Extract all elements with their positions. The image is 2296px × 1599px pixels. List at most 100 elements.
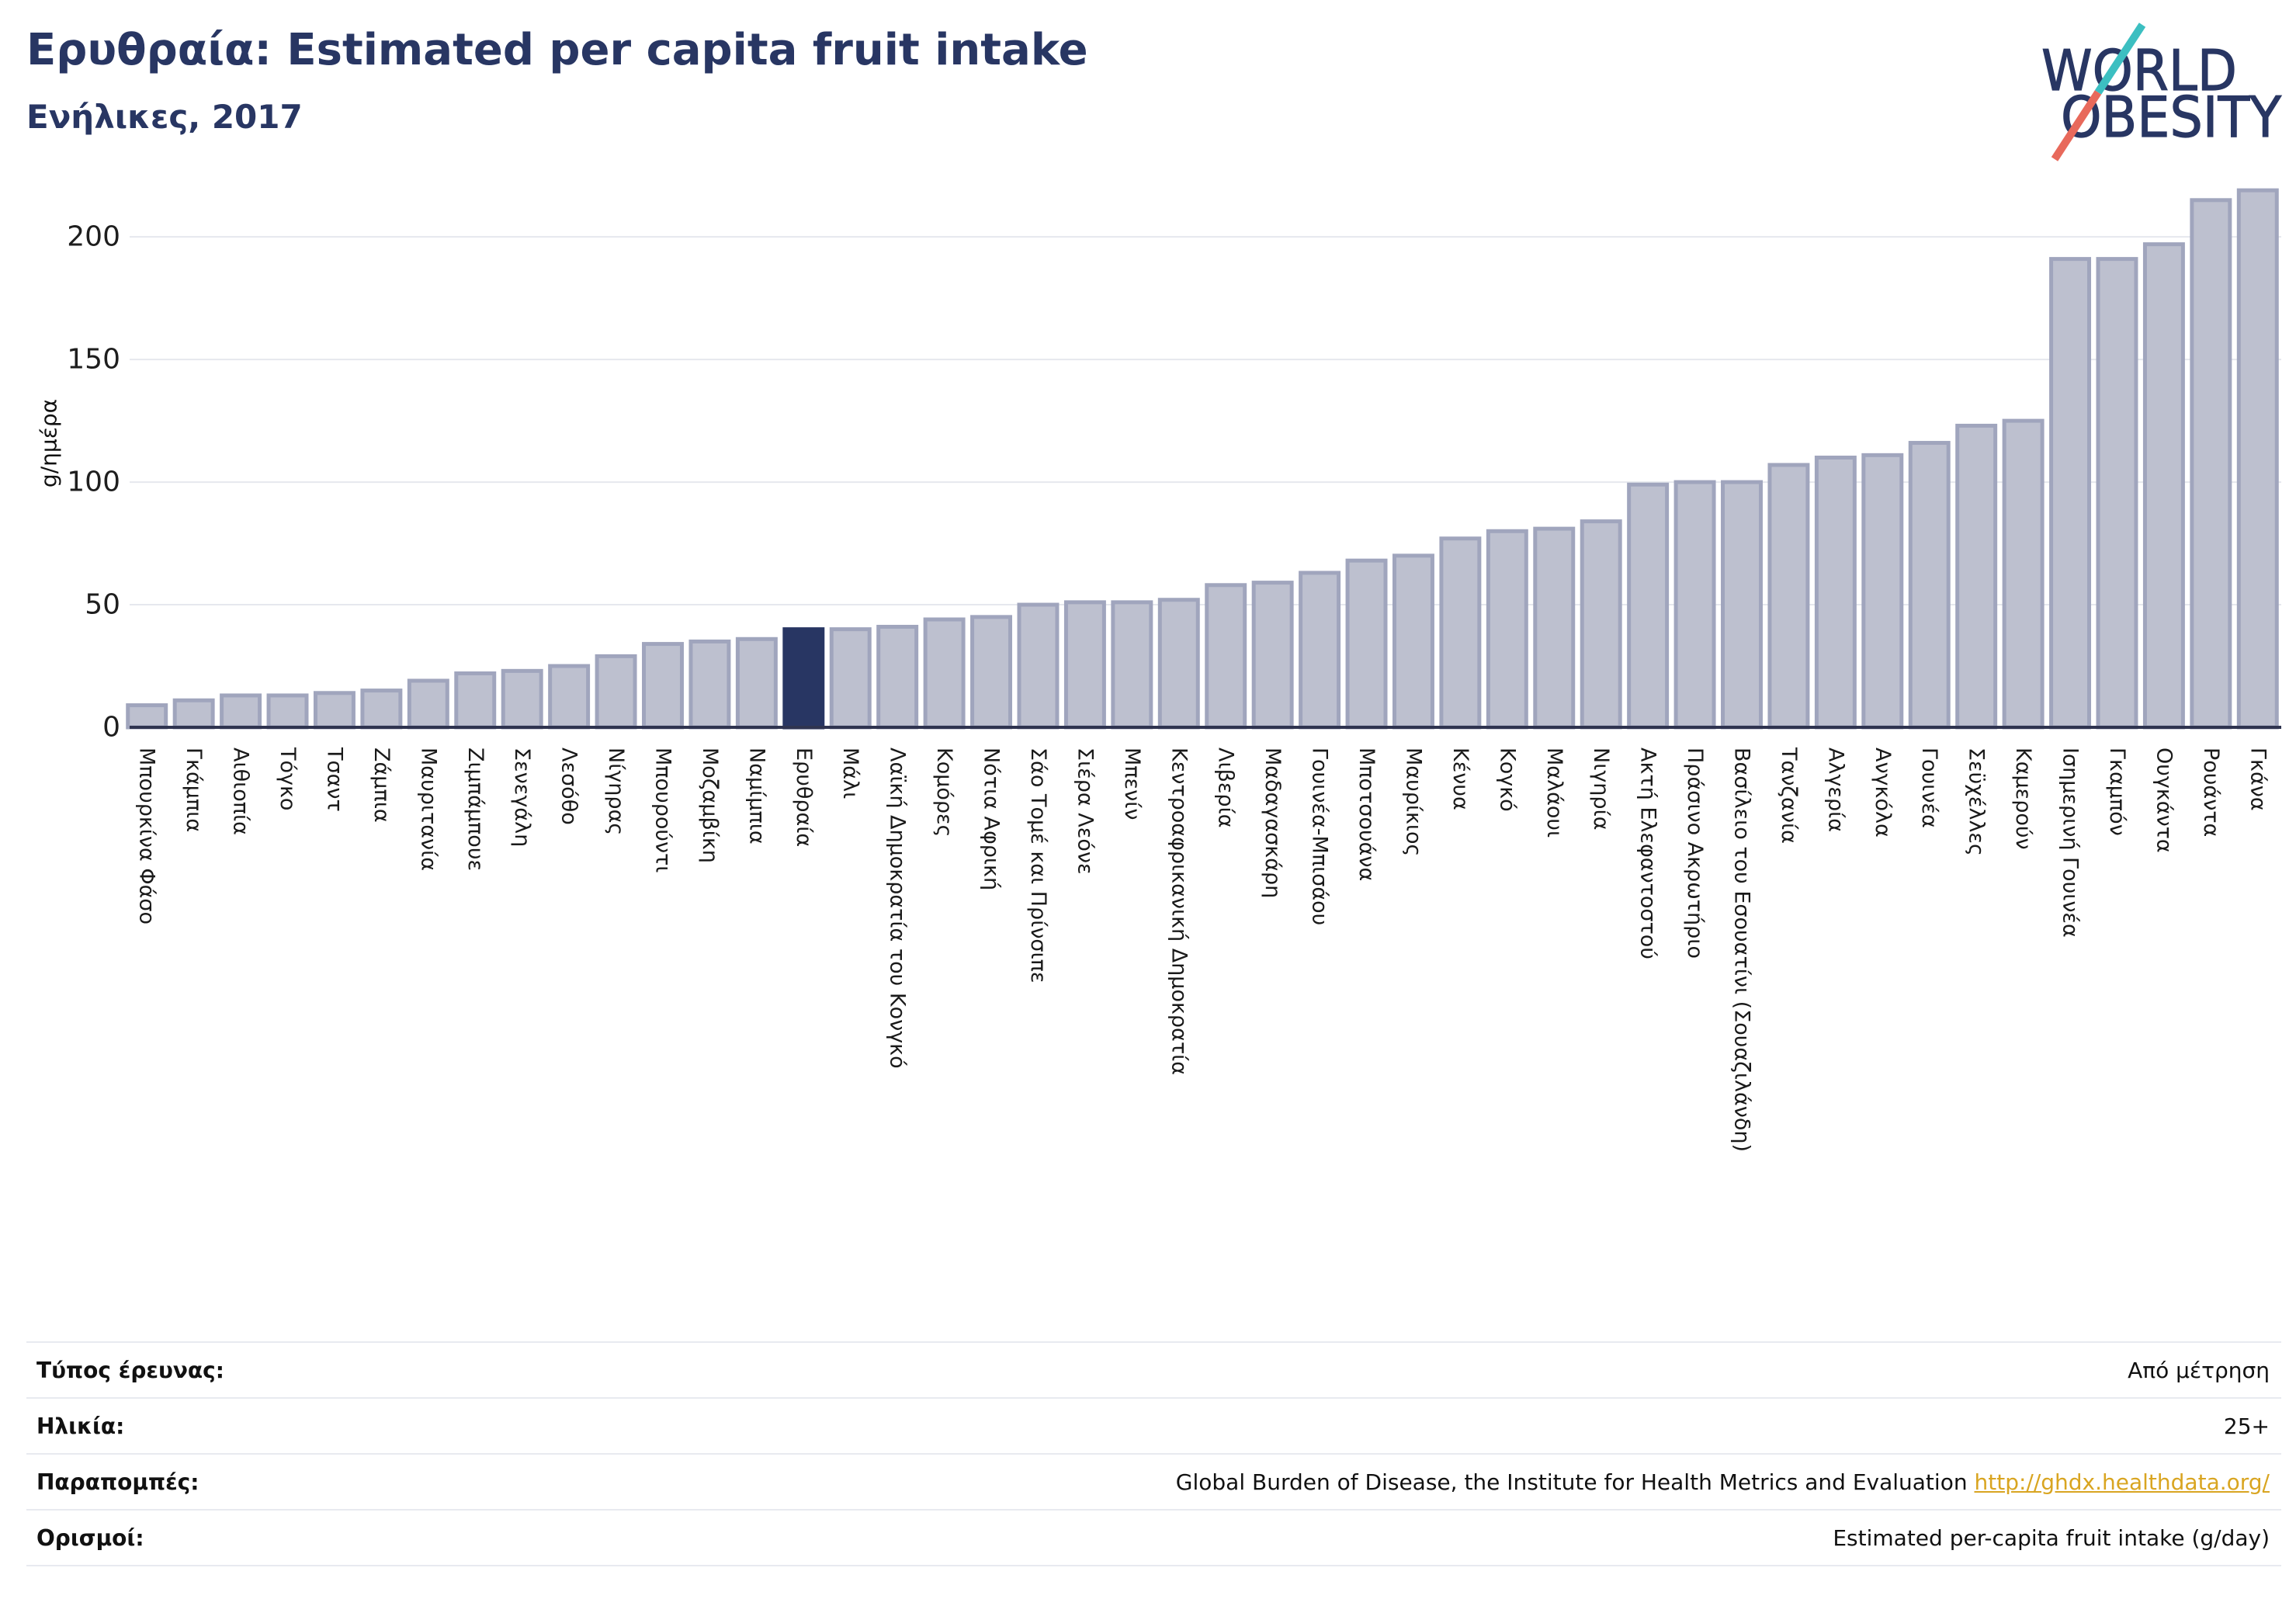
- bar-27: [1345, 558, 1388, 730]
- bar-42: [2049, 257, 2092, 730]
- survey-type-value: Από μέτρηση: [2128, 1357, 2270, 1383]
- bar-25: [1251, 581, 1294, 730]
- y-tick-label-150: 150: [67, 344, 120, 376]
- references-value: Global Burden of Disease, the Institute …: [1176, 1469, 2270, 1495]
- bar-20: [1017, 602, 1060, 730]
- x-tick-label-39: Γουινέα: [1917, 747, 1941, 828]
- x-tick-label-21: Σιέρα Λεόνε: [1073, 747, 1097, 875]
- age-value: 25+: [2223, 1413, 2270, 1439]
- x-tick-label-20: Σάο Τομέ και Πρίνσιπε: [1026, 747, 1050, 983]
- x-tick-label-15: Ερυθραία: [792, 747, 816, 847]
- bar-9: [501, 668, 543, 730]
- bar-35: [1721, 480, 1763, 730]
- x-tick-label-17: Λαϊκή Δημοκρατία του Κονγκό: [886, 747, 910, 1069]
- x-tick-label-35: Βασίλειο του Εσουατίνι (Σουαζιλάνδη): [1730, 747, 1754, 1152]
- bar-44: [2142, 242, 2185, 730]
- category-labels: Μπουρκίνα Φάσο Γκάμπια Αιθιοπία Τόγκο Τσαντ Ζ…: [135, 747, 2270, 1152]
- axes: 0 50 100 150 200 g/ημέρα: [36, 221, 2281, 744]
- x-tick-label-28: Μαυρίκιος: [1401, 747, 1425, 856]
- x-tick-label-19: Νότια Αφρική: [980, 747, 1004, 890]
- bar-10: [548, 664, 591, 730]
- logo-slash-coral: [2051, 90, 2102, 161]
- x-tick-label-5: Τσαντ: [322, 747, 346, 812]
- x-tick-label-3: Αιθιοπία: [229, 747, 253, 835]
- y-tick-label-200: 200: [67, 221, 120, 253]
- x-tick-label-40: Σεϋχέλλες: [1965, 747, 1989, 856]
- bar-28: [1392, 553, 1434, 730]
- x-tick-label-45: Ρουάντα: [2199, 747, 2223, 837]
- x-tick-label-31: Μαλάουι: [1542, 747, 1566, 838]
- bar-16: [829, 627, 872, 730]
- x-tick-label-22: Μπενίν: [1120, 747, 1144, 820]
- survey-type-label: Τύπος έρευνας:: [36, 1357, 224, 1383]
- x-tick-label-9: Σενεγάλη: [510, 747, 534, 847]
- x-tick-label-2: Γκάμπια: [182, 747, 206, 832]
- y-axis-label: g/ημέρα: [36, 399, 62, 487]
- info-row-definitions: Ορισμοί: Estimated per-capita fruit inta…: [26, 1511, 2281, 1566]
- x-tick-label-46: Γκάνα: [2246, 747, 2270, 811]
- x-tick-label-6: Ζάμπια: [369, 747, 394, 823]
- references-text: Global Burden of Disease, the Institute …: [1175, 1469, 1968, 1495]
- x-tick-label-4: Τόγκο: [276, 747, 300, 810]
- bar-chart: 0 50 100 150 200 g/ημέρα Μπουρκίνα Φάσο Γκάμπι…: [36, 188, 2281, 1152]
- bar-30: [1486, 529, 1528, 730]
- logo-slash-teal: [2094, 23, 2146, 95]
- bar-41: [2002, 418, 2045, 730]
- x-tick-label-27: Μποτσουάνα: [1354, 747, 1379, 881]
- logo-text-obesity: OBESITY: [2061, 85, 2282, 150]
- x-tick-label-34: Πράσινο Ακρωτήριο: [1683, 747, 1707, 959]
- bar-17: [876, 624, 919, 730]
- bar-32: [1580, 519, 1622, 730]
- references-link[interactable]: http://ghdx.healthdata.org/: [1974, 1469, 2270, 1495]
- x-tick-label-32: Νιγηρία: [1589, 747, 1613, 831]
- x-tick-label-14: Ναμίμπια: [744, 747, 768, 845]
- x-tick-label-38: Ανγκόλα: [1871, 747, 1895, 838]
- info-row-references: Παραπομπές: Global Burden of Disease, th…: [26, 1455, 2281, 1511]
- x-tick-label-10: Λεσόθο: [557, 747, 581, 825]
- bar-5: [313, 691, 355, 730]
- x-tick-label-8: Ζιμπάμπουε: [463, 747, 487, 871]
- bar-4: [266, 693, 309, 730]
- x-tick-label-7: Μαυριτανία: [416, 747, 440, 871]
- definitions-value: Estimated per-capita fruit intake (g/day…: [1833, 1524, 2270, 1551]
- bar-23: [1157, 598, 1200, 730]
- age-label: Ηλικία:: [36, 1413, 125, 1439]
- x-tick-label-44: Ουγκάντα: [2152, 747, 2176, 853]
- bar-14: [735, 636, 778, 730]
- references-label: Παραπομπές:: [36, 1469, 199, 1495]
- x-tick-label-26: Γουινέα-Μπισάου: [1308, 747, 1332, 925]
- bar-11: [595, 654, 637, 730]
- bar-1: [126, 703, 168, 730]
- x-tick-label-13: Μοζαμβίκη: [698, 747, 722, 863]
- bar-24: [1205, 583, 1247, 730]
- y-tick-label-100: 100: [67, 467, 120, 498]
- x-tick-label-25: Μαδαγασκάρη: [1261, 747, 1285, 898]
- bar-22: [1111, 600, 1153, 730]
- info-row-survey-type: Τύπος έρευνας: Από μέτρηση: [26, 1343, 2281, 1399]
- bar-31: [1533, 526, 1576, 730]
- world-obesity-logo: WORLD OBESITY: [2041, 23, 2283, 161]
- bar-37: [1814, 456, 1857, 730]
- bars: [126, 188, 2279, 730]
- page-subtitle: Ενήλικες, 2017: [26, 98, 303, 136]
- bar-3: [220, 693, 262, 730]
- x-tick-label-11: Νίγηρας: [604, 747, 628, 835]
- bar-39: [1908, 441, 1951, 730]
- x-tick-label-16: Μάλι: [838, 747, 862, 799]
- x-tick-label-37: Αλγερία: [1823, 747, 1847, 832]
- y-tick-label-50: 50: [85, 589, 120, 621]
- bar-6: [360, 689, 403, 730]
- x-tick-label-36: Τανζανία: [1777, 747, 1801, 844]
- info-row-age: Ηλικία: 25+: [26, 1399, 2281, 1455]
- bar-45: [2190, 198, 2232, 730]
- bar-19: [970, 615, 1013, 730]
- bar-46: [2236, 188, 2279, 730]
- x-tick-label-1: Μπουρκίνα Φάσο: [135, 747, 159, 924]
- bar-36: [1767, 463, 1810, 730]
- bar-18: [923, 617, 966, 730]
- bar-21: [1063, 600, 1106, 730]
- bar-13: [688, 639, 731, 730]
- bar-29: [1439, 536, 1482, 730]
- bar-2: [172, 698, 215, 730]
